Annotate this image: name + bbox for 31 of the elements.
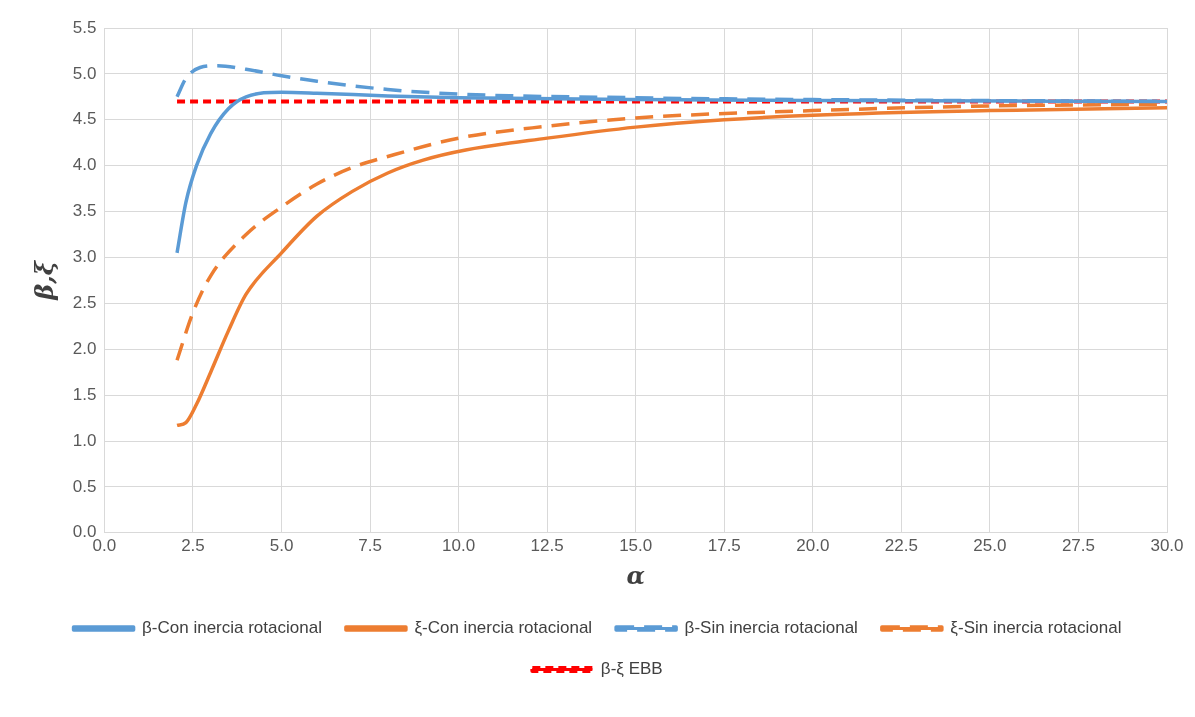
legend-label: β-Con inercia rotacional — [142, 618, 322, 638]
x-tick-label: 27.5 — [1061, 535, 1095, 555]
x-tick-label: 20.0 — [796, 535, 830, 555]
x-tick-label: 5.0 — [269, 535, 294, 555]
y-tick-label: 0.5 — [72, 476, 97, 496]
y-tick-label: 5.0 — [72, 63, 97, 83]
x-tick-label: 22.5 — [884, 535, 918, 555]
y-tick-label: 1.5 — [72, 384, 97, 404]
x-tick-label: 17.5 — [707, 535, 741, 555]
x-tick-label: 25.0 — [973, 535, 1007, 555]
legend-label: β-ξ EBB — [600, 659, 663, 679]
y-axis-title: β,ξ — [29, 259, 59, 301]
y-tick-label: 4.5 — [72, 109, 97, 129]
y-tick-label: 3.0 — [72, 247, 97, 267]
y-tick-label: 2.5 — [72, 293, 97, 313]
x-tick-label: 7.5 — [358, 535, 382, 555]
legend-label: ξ-Con inercia rotacional — [414, 618, 593, 638]
legend-label: ξ-Sin inercia rotacional — [950, 618, 1122, 638]
x-tick-label: 30.0 — [1150, 535, 1184, 555]
y-tick-label: 5.5 — [72, 17, 97, 37]
y-tick-label: 1.0 — [72, 430, 97, 450]
x-tick-label: 2.5 — [181, 535, 205, 555]
x-tick-label: 15.0 — [619, 535, 653, 555]
y-tick-label: 4.0 — [72, 155, 97, 175]
y-tick-label: 2.0 — [72, 338, 97, 358]
y-tick-label: 3.5 — [72, 201, 97, 221]
x-axis-title: α — [626, 560, 645, 590]
line-series — [175, 106, 1167, 428]
legend-label: β-Sin inercia rotacional — [684, 618, 858, 638]
x-tick-label: 10.0 — [442, 535, 476, 555]
x-tick-label: 12.5 — [530, 535, 564, 555]
